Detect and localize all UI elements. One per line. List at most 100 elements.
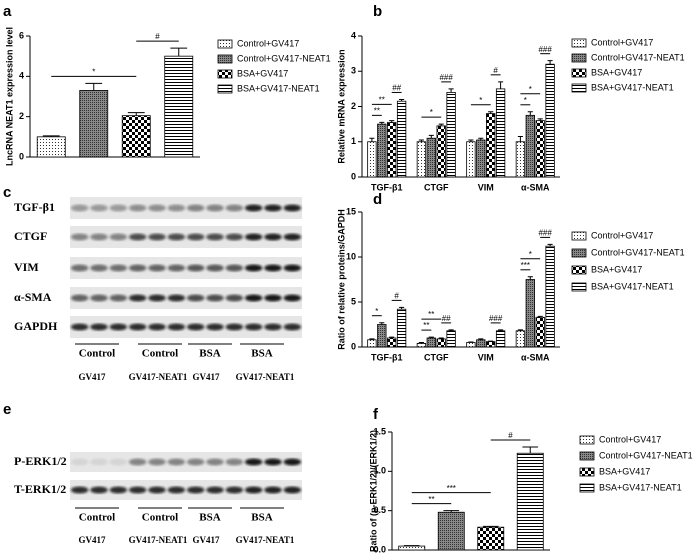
legend-swatch — [571, 38, 587, 48]
y-axis-label: Ratio of (p-ERK1/2)/(ERK1/2) — [368, 430, 378, 552]
condition-label: GV417 — [193, 535, 221, 545]
legend-swatch — [217, 84, 233, 94]
y-tick-label: 1.5 — [373, 426, 386, 436]
blot-band — [128, 458, 147, 466]
error-bar — [443, 510, 460, 513]
bar — [377, 324, 387, 348]
blot-band — [186, 264, 205, 272]
blot-band — [167, 486, 186, 494]
panel-label: d — [373, 191, 382, 208]
blot-band — [186, 204, 205, 212]
group-label: Control — [142, 512, 178, 524]
bar — [416, 342, 427, 348]
legend-label: BSA+GV417 — [599, 466, 650, 476]
blot-band — [244, 204, 263, 212]
significance-label: ## — [442, 314, 451, 323]
blot-band — [283, 204, 302, 212]
y-tick-label: 15 — [346, 206, 356, 216]
legend-swatch — [571, 282, 587, 292]
blot-band — [148, 458, 166, 466]
legend-swatch — [579, 451, 595, 461]
x-tick-label: CTGF — [424, 182, 449, 192]
error-bar — [537, 315, 543, 318]
legend-label: BSA+GV417-NEAT1 — [591, 82, 674, 92]
legend-swatch — [571, 68, 587, 78]
group-label: BSA — [251, 348, 272, 360]
significance-label: # — [508, 431, 513, 440]
blot-band — [225, 486, 244, 494]
error-bar — [170, 47, 188, 57]
blot-band — [128, 323, 147, 331]
blot-row-label: GAPDH — [14, 319, 58, 333]
blot-row-label: P-ERK1/2 — [14, 454, 67, 468]
blot-band — [128, 294, 147, 302]
y-tick-label: 1 — [351, 136, 356, 146]
blot — [70, 452, 302, 500]
y-tick-label: 0 — [351, 171, 356, 181]
blot-background — [70, 287, 302, 309]
blot-band — [128, 264, 147, 272]
blot-band — [70, 323, 89, 331]
blot-band — [167, 264, 186, 272]
significance-label: ** — [428, 310, 434, 319]
blot-band — [109, 204, 128, 212]
significance-label: ### — [538, 229, 552, 238]
y-tick-label: 6 — [19, 30, 24, 40]
blot-band — [90, 486, 108, 494]
bar — [476, 339, 486, 348]
group-label: Control — [79, 348, 115, 360]
y-axis-label: LncRNA NEAT1 expression level — [4, 27, 14, 166]
blot-band — [206, 233, 224, 241]
bar — [121, 115, 151, 158]
bar — [535, 316, 545, 348]
error-bar — [498, 81, 504, 89]
condition-label: GV417-NEAT1 — [129, 372, 188, 382]
legend-label: BSA+GV417 — [237, 68, 288, 78]
legend-swatch — [217, 69, 233, 79]
error-bar — [478, 137, 484, 140]
bar — [437, 511, 465, 551]
bar — [426, 337, 436, 348]
blot-band — [225, 323, 244, 331]
legend-label: Control+GV417-NEAT1 — [599, 450, 693, 460]
error-bar — [418, 342, 424, 344]
y-tick-label: 0.5 — [373, 505, 386, 515]
group-label: BSA — [199, 512, 220, 524]
significance-label: ## — [392, 84, 401, 93]
bar — [545, 63, 555, 178]
bar — [164, 55, 194, 158]
bar — [525, 279, 535, 348]
condition-label: GV417-NEAT1 — [236, 535, 295, 545]
bar — [477, 526, 505, 551]
legend-swatch — [571, 231, 587, 241]
blot-band — [186, 294, 205, 302]
panel-label: a — [3, 3, 12, 20]
blot-band — [244, 294, 263, 302]
significance-label: ** — [423, 321, 429, 330]
blot-band — [148, 204, 166, 212]
group-label: Control — [142, 348, 178, 360]
bar — [36, 136, 66, 158]
blot-band — [70, 264, 89, 272]
bar — [495, 330, 506, 348]
blot-band — [109, 233, 128, 241]
bar — [377, 123, 387, 178]
blot-band — [148, 264, 166, 272]
error-bar — [389, 336, 395, 338]
error-bar — [428, 134, 434, 139]
blot-band — [90, 233, 108, 241]
significance-label: *** — [447, 484, 456, 493]
condition-label: GV417-NEAT1 — [129, 535, 188, 545]
error-bar — [438, 337, 444, 339]
error-bar — [448, 88, 454, 93]
blot-band — [109, 458, 128, 466]
y-tick-label: 3 — [351, 66, 356, 76]
bar — [387, 337, 397, 348]
legend-label: Control+GV417-NEAT1 — [237, 53, 331, 63]
blot-band — [244, 323, 263, 331]
bar — [396, 308, 407, 348]
bar — [79, 90, 109, 158]
blot-band — [90, 264, 108, 272]
blot-band — [283, 458, 302, 466]
